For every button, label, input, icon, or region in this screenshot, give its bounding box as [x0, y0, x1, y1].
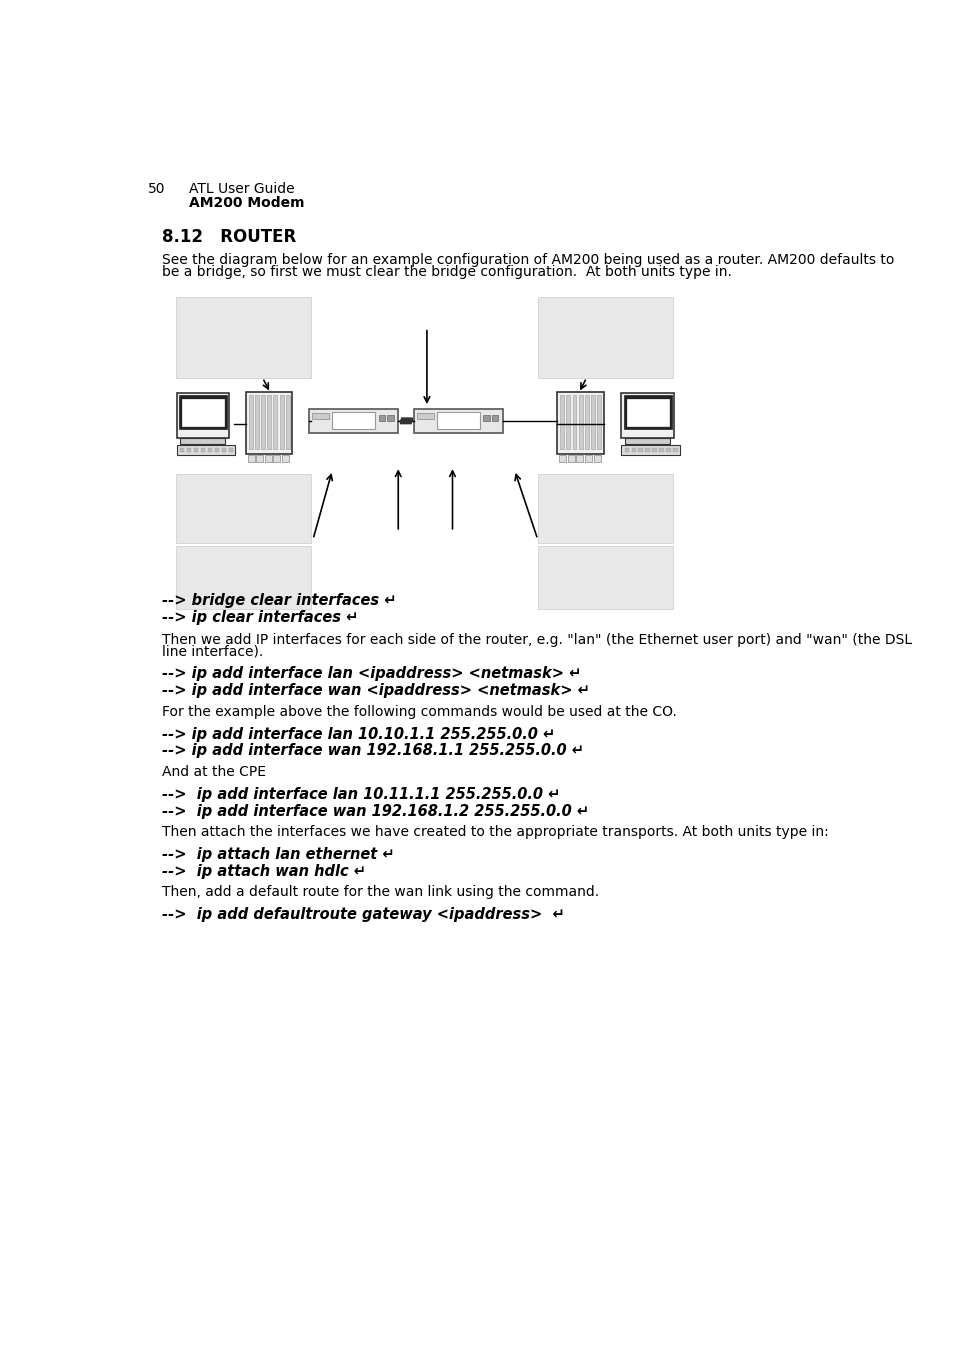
Bar — [256, 455, 263, 462]
Bar — [176, 446, 234, 455]
Bar — [620, 446, 679, 455]
Text: --> ip add interface wan <ipaddress> <netmask> ↵: --> ip add interface wan <ipaddress> <ne… — [162, 684, 589, 698]
Bar — [673, 447, 678, 453]
Text: -->  ip attach wan hdlc ↵: --> ip attach wan hdlc ↵ — [162, 863, 366, 878]
Bar — [537, 546, 673, 609]
Text: AM200 Modem: AM200 Modem — [189, 196, 304, 209]
Bar — [182, 399, 224, 426]
Bar — [200, 447, 205, 453]
Text: For the example above the following commands would be used at the CO.: For the example above the following comm… — [162, 705, 676, 719]
Bar — [282, 455, 289, 462]
Bar — [265, 455, 272, 462]
Bar — [591, 396, 595, 450]
Text: Then, add a default route for the wan link using the command.: Then, add a default route for the wan li… — [162, 885, 598, 900]
Bar — [175, 474, 311, 543]
Bar — [312, 413, 329, 419]
Bar — [187, 447, 192, 453]
Bar — [483, 415, 489, 422]
Bar — [567, 455, 575, 462]
Bar — [249, 396, 253, 450]
Bar — [645, 447, 649, 453]
Text: --> ip clear interfaces ↵: --> ip clear interfaces ↵ — [162, 611, 358, 626]
Bar — [572, 396, 576, 450]
Bar — [414, 408, 502, 434]
Bar — [436, 412, 479, 430]
Text: -->  ip attach lan ethernet ↵: --> ip attach lan ethernet ↵ — [162, 847, 395, 862]
Bar — [221, 447, 226, 453]
Bar — [180, 438, 225, 444]
Bar — [193, 447, 198, 453]
Bar — [261, 396, 265, 450]
Bar — [309, 408, 397, 434]
Bar — [229, 447, 233, 453]
Bar — [593, 455, 599, 462]
Bar — [245, 392, 292, 454]
Bar — [248, 455, 254, 462]
Bar — [214, 447, 219, 453]
Bar — [208, 447, 212, 453]
Bar — [623, 396, 671, 430]
Text: -->  ip add interface wan 192.168.1.2 255.255.0.0 ↵: --> ip add interface wan 192.168.1.2 255… — [162, 804, 588, 819]
Bar — [631, 447, 636, 453]
Bar — [175, 297, 311, 378]
Bar — [576, 455, 583, 462]
Text: --> ip add interface lan <ipaddress> <netmask> ↵: --> ip add interface lan <ipaddress> <ne… — [162, 666, 580, 681]
Text: Then attach the interfaces we have created to the appropriate transports. At bot: Then attach the interfaces we have creat… — [162, 825, 828, 839]
Bar — [584, 455, 592, 462]
Bar — [558, 455, 566, 462]
Bar — [624, 438, 670, 444]
Bar — [537, 474, 673, 543]
Bar — [416, 413, 434, 419]
Bar — [652, 447, 657, 453]
Bar — [179, 447, 184, 453]
Text: --> bridge clear interfaces ↵: --> bridge clear interfaces ↵ — [162, 593, 395, 608]
Text: 8.12   ROUTER: 8.12 ROUTER — [162, 227, 295, 246]
Bar — [179, 396, 227, 430]
Bar — [666, 447, 670, 453]
Bar — [286, 396, 290, 450]
Bar — [274, 455, 280, 462]
Bar — [620, 393, 674, 438]
Bar — [578, 396, 582, 450]
Bar — [274, 396, 277, 450]
Bar — [254, 396, 258, 450]
Text: Then we add IP interfaces for each side of the router, e.g. "lan" (the Ethernet : Then we add IP interfaces for each side … — [162, 634, 911, 647]
Bar — [492, 415, 497, 422]
Bar — [566, 396, 570, 450]
Text: 50: 50 — [148, 182, 165, 196]
Bar — [378, 415, 385, 422]
Bar — [584, 396, 588, 450]
Bar — [626, 399, 668, 426]
Bar — [559, 396, 563, 450]
Bar — [279, 396, 283, 450]
Bar — [267, 396, 271, 450]
Bar — [176, 393, 229, 438]
Text: -->  ip add defaultroute gateway <ipaddress>  ↵: --> ip add defaultroute gateway <ipaddre… — [162, 907, 564, 921]
Bar — [638, 447, 642, 453]
Bar — [537, 297, 673, 378]
Bar — [557, 392, 603, 454]
Bar — [175, 546, 311, 609]
Text: ATL User Guide: ATL User Guide — [189, 182, 294, 196]
Text: -->  ip add interface lan 10.11.1.1 255.255.0.0 ↵: --> ip add interface lan 10.11.1.1 255.2… — [162, 786, 559, 801]
Bar — [659, 447, 663, 453]
Text: And at the CPE: And at the CPE — [162, 765, 266, 780]
Text: See the diagram below for an example configuration of AM200 being used as a rout: See the diagram below for an example con… — [162, 253, 893, 267]
Bar — [332, 412, 375, 430]
Bar — [387, 415, 394, 422]
Text: --> ip add interface wan 192.168.1.1 255.255.0.0 ↵: --> ip add interface wan 192.168.1.1 255… — [162, 743, 583, 758]
Bar — [597, 396, 600, 450]
Text: --> ip add interface lan 10.10.1.1 255.255.0.0 ↵: --> ip add interface lan 10.10.1.1 255.2… — [162, 727, 555, 742]
Text: line interface).: line interface). — [162, 644, 263, 659]
Text: be a bridge, so first we must clear the bridge configuration.  At both units typ: be a bridge, so first we must clear the … — [162, 265, 731, 278]
Bar — [624, 447, 629, 453]
